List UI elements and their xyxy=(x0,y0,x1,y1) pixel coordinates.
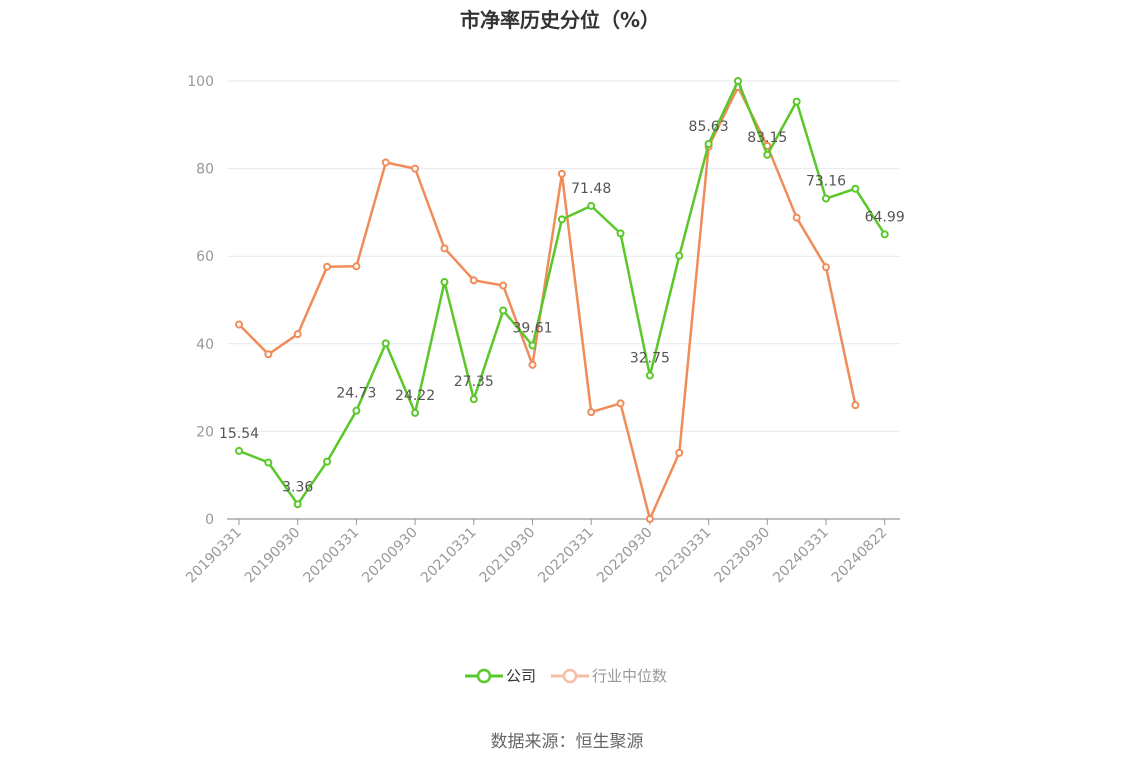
y-tick-label: 60 xyxy=(196,249,214,265)
data-point[interactable] xyxy=(499,281,508,290)
data-point[interactable] xyxy=(381,158,390,167)
series-line-0 xyxy=(238,79,886,506)
data-point[interactable] xyxy=(822,194,830,203)
x-tick-label: 20200331 xyxy=(301,525,363,587)
x-tick-label: 20190930 xyxy=(242,525,304,587)
data-point[interactable] xyxy=(528,341,537,350)
data-point[interactable] xyxy=(235,320,243,329)
data-point[interactable] xyxy=(323,262,332,271)
data-label: 64.99 xyxy=(865,209,905,225)
data-point[interactable] xyxy=(616,399,625,408)
x-tick-label: 20210331 xyxy=(418,525,480,587)
data-label: 27.35 xyxy=(454,374,494,390)
y-tick-label: 20 xyxy=(196,424,214,440)
x-tick-label: 20240822 xyxy=(829,525,891,587)
x-tick-label: 20200930 xyxy=(359,525,421,587)
data-point[interactable] xyxy=(616,229,625,238)
legend-marker[interactable] xyxy=(476,668,492,684)
data-point[interactable] xyxy=(440,244,449,253)
data-label: 15.54 xyxy=(219,426,259,442)
x-tick-label: 20230331 xyxy=(653,525,715,587)
x-tick-label: 20220331 xyxy=(535,525,597,587)
data-point[interactable] xyxy=(792,97,801,106)
data-point[interactable] xyxy=(293,500,302,509)
data-point[interactable] xyxy=(733,77,742,85)
x-tick-label: 20230930 xyxy=(711,525,773,587)
y-tick-label: 40 xyxy=(196,337,214,353)
data-point[interactable] xyxy=(645,515,654,523)
data-point[interactable] xyxy=(557,169,566,178)
data-labels: 15.54 3.36 24.73 24.22 27.35 39.61 71.48 32.75 8… xyxy=(219,119,905,495)
data-point[interactable] xyxy=(792,213,801,222)
series-layer xyxy=(235,77,889,523)
data-point[interactable] xyxy=(587,408,596,417)
x-tick-label: 20220930 xyxy=(594,525,656,587)
data-point[interactable] xyxy=(381,339,390,348)
data-point[interactable] xyxy=(499,306,508,315)
data-point[interactable] xyxy=(264,458,273,467)
data-point[interactable] xyxy=(675,251,684,260)
data-label: 83.15 xyxy=(747,130,787,146)
x-tick-label: 20190331 xyxy=(183,525,245,587)
data-point[interactable] xyxy=(469,276,478,285)
y-tick-label: 100 xyxy=(187,74,214,90)
data-point[interactable] xyxy=(293,330,302,339)
legend-label[interactable]: 公司 xyxy=(506,667,536,685)
data-label: 73.16 xyxy=(806,174,846,190)
x-tick-label: 20240331 xyxy=(770,525,832,587)
data-label: 39.61 xyxy=(512,321,552,337)
data-point[interactable] xyxy=(557,215,566,224)
data-label: 24.73 xyxy=(336,386,376,402)
legend-label[interactable]: 行业中位数 xyxy=(592,667,667,685)
data-point[interactable] xyxy=(352,406,361,415)
data-label: 32.75 xyxy=(630,351,670,367)
legend-marker[interactable] xyxy=(562,668,578,684)
data-point[interactable] xyxy=(645,371,654,380)
data-point[interactable] xyxy=(528,360,537,369)
data-label: 71.48 xyxy=(571,181,611,197)
data-point[interactable] xyxy=(440,278,449,287)
data-point[interactable] xyxy=(352,262,361,271)
source-note: 数据来源：恒生聚源 xyxy=(491,732,644,752)
legend: 公司 行业中位数 xyxy=(465,667,667,685)
data-label: 85.63 xyxy=(689,119,729,135)
x-tick-label: 20210930 xyxy=(477,525,539,587)
data-point[interactable] xyxy=(264,350,273,359)
data-point[interactable] xyxy=(587,201,596,210)
data-point[interactable] xyxy=(323,457,332,466)
y-tick-label: 0 xyxy=(205,512,214,528)
data-point[interactable] xyxy=(880,230,889,239)
y-tick-label: 80 xyxy=(196,162,214,178)
grid-lines xyxy=(227,80,900,432)
x-axis: 2019033120190930202003312020093020210331… xyxy=(183,518,900,587)
data-point[interactable] xyxy=(763,150,772,159)
data-point[interactable] xyxy=(851,184,860,193)
data-point[interactable] xyxy=(822,263,830,272)
data-point[interactable] xyxy=(675,448,684,457)
data-point[interactable] xyxy=(411,408,420,417)
data-point[interactable] xyxy=(411,164,420,173)
data-point[interactable] xyxy=(235,446,243,455)
y-axis: 0 20 40 60 80 100 xyxy=(187,74,214,528)
data-point[interactable] xyxy=(469,395,478,404)
data-point[interactable] xyxy=(851,401,860,410)
data-label: 24.22 xyxy=(395,388,435,404)
chart-title: 市净率历史分位（%） xyxy=(460,8,660,32)
data-point[interactable] xyxy=(704,139,713,148)
data-label: 3.36 xyxy=(282,479,313,495)
